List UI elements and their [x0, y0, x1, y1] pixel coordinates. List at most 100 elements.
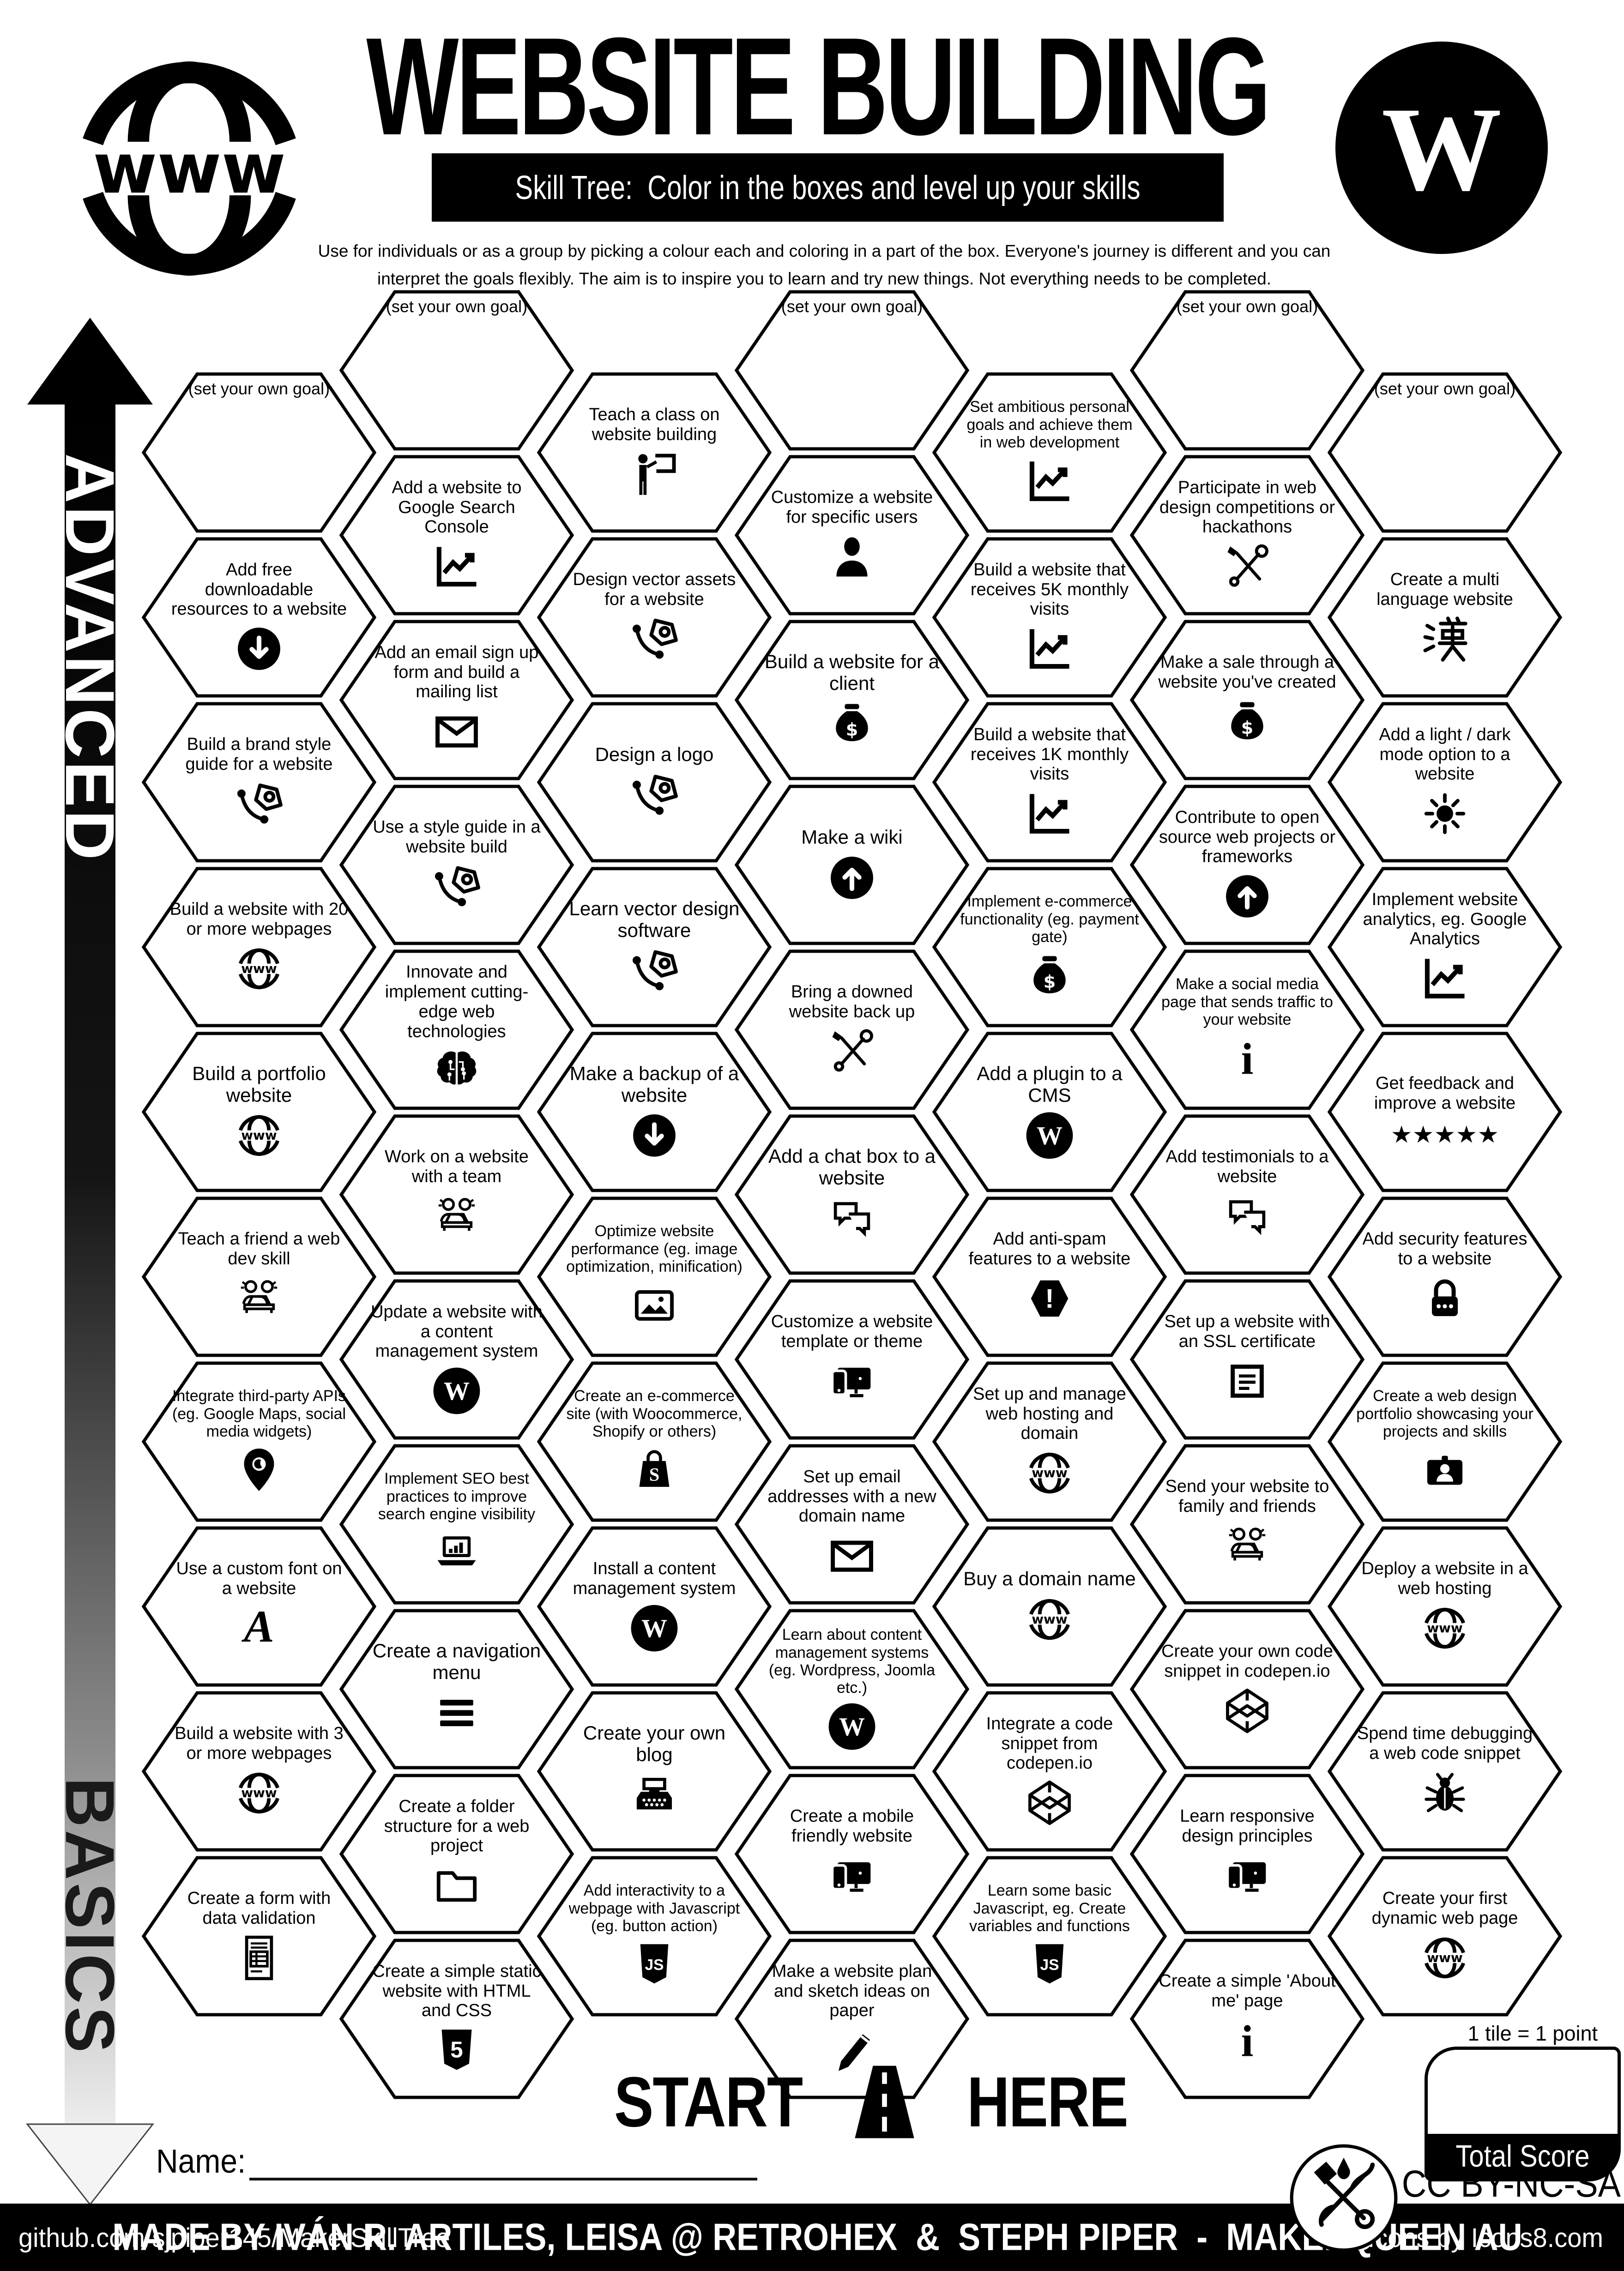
hex-tile[interactable]: (set your own goal) — [1327, 372, 1563, 533]
hex-tile[interactable]: Add free downloadable resources to a web… — [141, 537, 377, 698]
hex-tile[interactable]: Create a web design portfolio showcasing… — [1327, 1361, 1563, 1522]
hex-tile[interactable]: Integrate third-party APIs (eg. Google M… — [141, 1361, 377, 1522]
hex-tile[interactable]: Set up and manage web hosting and domain… — [932, 1361, 1167, 1522]
hex-outline — [734, 290, 970, 451]
hex-tile[interactable]: Make a backup of a website — [537, 1032, 772, 1192]
hex-tile[interactable]: Buy a domain name www — [932, 1526, 1167, 1687]
hex-label: Build a website with 3 or more webpages — [175, 1724, 344, 1763]
hex-tile[interactable]: Optimize website performance (eg. image … — [537, 1196, 772, 1357]
hex-tile[interactable]: Implement SEO best practices to improve … — [339, 1444, 574, 1605]
hex-label: Design vector assets for a website — [573, 570, 736, 609]
ssl-cert-icon — [1221, 1355, 1273, 1407]
hex-tile[interactable]: Create a simple 'About me' page i — [1129, 1939, 1365, 2099]
hex-tile[interactable]: Learn vector design software — [537, 867, 772, 1027]
hex-tile[interactable]: Build a website for a client $ — [734, 620, 970, 780]
stars-icon: ★★★★★ — [1387, 1117, 1503, 1150]
hex-tile[interactable]: Create a multi language website — [1327, 537, 1563, 698]
hex-tile[interactable]: Add anti-spam features to a website! — [932, 1196, 1167, 1357]
hex-tile[interactable]: Create a simple static website with HTML… — [339, 1939, 574, 2099]
svg-text:www: www — [1427, 1620, 1463, 1636]
hex-tile[interactable]: Get feedback and improve a website ★★★★★ — [1327, 1032, 1563, 1192]
hex-label: Work on a website with a team — [385, 1147, 529, 1186]
hex-tile[interactable]: Implement e-commerce functionality (eg. … — [932, 867, 1167, 1027]
hex-tile[interactable]: Contribute to open source web projects o… — [1129, 785, 1365, 945]
name-input-line[interactable] — [249, 2178, 757, 2180]
hex-tile[interactable]: Create a mobile friendly website — [734, 1774, 970, 1934]
hex-tile[interactable]: (set your own goal) — [734, 290, 970, 451]
hex-label: Add a website to Google Search Console — [392, 477, 522, 537]
hex-tile[interactable]: Build a brand style guide for a website — [141, 702, 377, 863]
hex-label: Add free downloadable resources to a web… — [171, 560, 347, 619]
hex-tile[interactable]: Set up a website with an SSL certificate — [1129, 1279, 1365, 1440]
hex-tile[interactable]: (set your own goal) — [339, 290, 574, 451]
hex-tile[interactable]: Deploy a website in a web hosting www — [1327, 1526, 1563, 1687]
hex-tile[interactable]: Update a website with a content manageme… — [339, 1279, 574, 1440]
hex-tile[interactable]: Build a website with 20 or more webpages… — [141, 867, 377, 1027]
hex-tile[interactable]: Add a website to Google Search Console — [339, 455, 574, 616]
hex-tile[interactable]: Create your own code snippet in codepen.… — [1129, 1609, 1365, 1770]
hex-label: (set your own goal) — [1176, 297, 1318, 316]
hex-tile[interactable]: Add testimonials to a website — [1129, 1114, 1365, 1275]
hex-tile[interactable]: (set your own goal) — [1129, 290, 1365, 451]
hex-tile[interactable]: Work on a website with a team — [339, 1114, 574, 1275]
hex-tile[interactable]: Participate in web design competitions o… — [1129, 455, 1365, 616]
hex-tile[interactable]: Create your own blog — [537, 1691, 772, 1852]
hex-tile[interactable]: Make a sale through a website you've cre… — [1129, 620, 1365, 780]
basics-label: BASICS — [51, 1777, 129, 2056]
hex-tile[interactable]: Create an e-commerce site (with Woocomme… — [537, 1361, 772, 1522]
chart-line-icon — [1024, 623, 1075, 675]
hex-tile[interactable]: Add security features to a website — [1327, 1196, 1563, 1357]
hex-tile[interactable]: Build a website that receives 5K monthly… — [932, 537, 1167, 698]
hex-tile[interactable]: Design vector assets for a website — [537, 537, 772, 698]
hex-tile[interactable]: Make a social media page that sends traf… — [1129, 949, 1365, 1110]
svg-text:i: i — [1241, 2017, 1254, 2066]
hex-tile[interactable]: Bring a downed website back up — [734, 949, 970, 1110]
download-circle-icon — [233, 623, 285, 675]
hex-tile[interactable]: Use a custom font on a website A — [141, 1526, 377, 1687]
hex-outline — [339, 290, 574, 451]
hex-tile[interactable]: Set up email addresses with a new domain… — [734, 1444, 970, 1605]
hex-tile[interactable]: Set ambitious personal goals and achieve… — [932, 372, 1167, 533]
team-icon — [1221, 1520, 1273, 1572]
hex-tile[interactable]: Create a form with data validation — [141, 1856, 377, 2017]
hex-tile[interactable]: Build a website that receives 1K monthly… — [932, 702, 1167, 863]
shopping-bag-icon: S — [628, 1444, 680, 1496]
hex-tile[interactable]: Add a chat box to a website — [734, 1114, 970, 1275]
hex-tile[interactable]: Build a portfolio website www — [141, 1032, 377, 1192]
hex-label: Use a style guide in a website build — [373, 817, 541, 857]
hex-tile[interactable]: Design a logo — [537, 702, 772, 863]
hex-tile[interactable]: Innovate and implement cutting-edge web … — [339, 949, 574, 1110]
hex-tile[interactable]: Learn about content management systems (… — [734, 1609, 970, 1770]
hex-tile[interactable]: (set your own goal) — [141, 372, 377, 533]
hex-tile[interactable]: Learn some basic Javascript, eg. Create … — [932, 1856, 1167, 2017]
hex-tile[interactable]: Use a style guide in a website build — [339, 785, 574, 945]
hex-tile[interactable]: Learn responsive design principles — [1129, 1774, 1365, 1934]
hex-tile[interactable]: Make a website plan and sketch ideas on … — [734, 1939, 970, 2099]
hex-outline — [1327, 537, 1563, 698]
svg-text:www: www — [1032, 1465, 1068, 1480]
hex-tile[interactable]: Customize a website for specific users — [734, 455, 970, 616]
hex-tile[interactable]: Send your website to family and friends — [1129, 1444, 1365, 1605]
hex-tile[interactable]: Spend time debugging a web code snippet — [1327, 1691, 1563, 1852]
hex-tile[interactable]: Add a plugin to a CMS W — [932, 1032, 1167, 1192]
hex-tile[interactable]: Install a content management system W — [537, 1526, 772, 1687]
hex-tile[interactable]: Teach a class on website building — [537, 372, 772, 533]
money-bag-icon: $ — [1024, 950, 1075, 1002]
hex-tile[interactable]: Teach a friend a web dev skill — [141, 1196, 377, 1357]
hex-outline — [1327, 1196, 1563, 1357]
hex-tile[interactable]: Create your first dynamic web page www — [1327, 1856, 1563, 2017]
hex-tile[interactable]: Integrate a code snippet from codepen.io — [932, 1691, 1167, 1852]
footer-icons-credit[interactable]: Icons by Icons8.com — [1367, 2222, 1603, 2253]
hex-tile[interactable]: Implement website analytics, eg. Google … — [1327, 867, 1563, 1027]
hex-tile[interactable]: Create a navigation menu — [339, 1609, 574, 1770]
hex-tile[interactable]: Build a website with 3 or more webpages w… — [141, 1691, 377, 1852]
hex-tile[interactable]: Create a folder structure for a web proj… — [339, 1774, 574, 1934]
hex-tile[interactable]: Make a wiki — [734, 785, 970, 945]
hex-tile[interactable]: Add an email sign up form and build a ma… — [339, 620, 574, 780]
hex-tile[interactable]: Add a light / dark mode option to a webs… — [1327, 702, 1563, 863]
hex-tile[interactable]: Add interactivity to a webpage with Java… — [537, 1856, 772, 2017]
team-icon — [233, 1273, 285, 1324]
total-score-box[interactable]: Total Score — [1425, 2047, 1621, 2181]
hex-tile[interactable]: Customize a website template or theme — [734, 1279, 970, 1440]
footer-repo-link[interactable]: github.com/sjpiper145/MakerSkillTree — [18, 2222, 450, 2253]
